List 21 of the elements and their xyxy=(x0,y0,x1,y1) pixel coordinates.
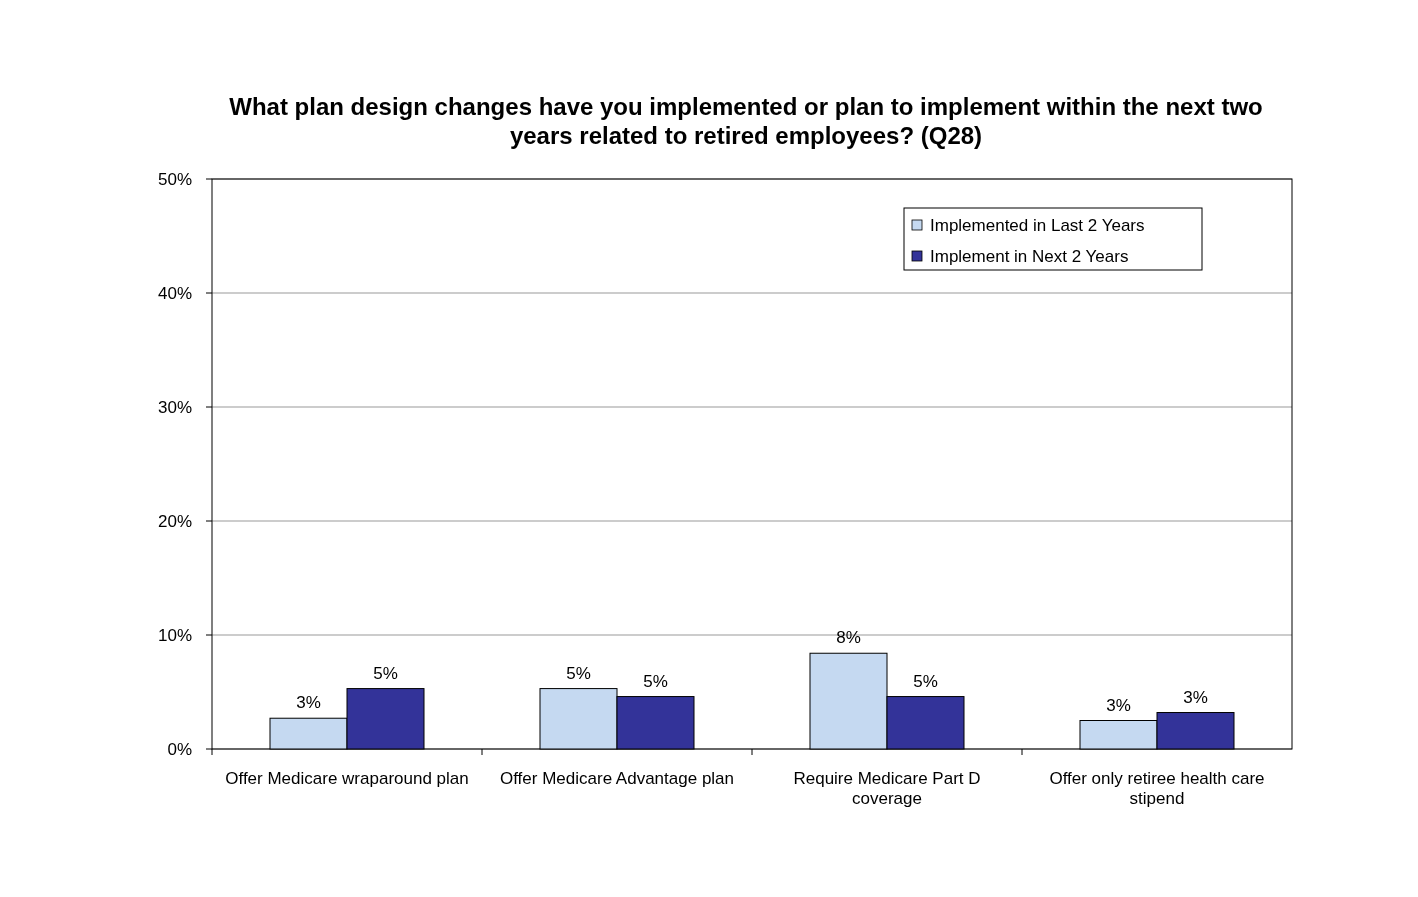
data-label: 3% xyxy=(1106,695,1131,715)
data-label: 8% xyxy=(836,628,861,648)
legend-label: Implemented in Last 2 Years xyxy=(930,216,1145,235)
x-tick-label: Offer only retiree health care stipend xyxy=(1049,769,1265,808)
y-tick-label: 20% xyxy=(157,512,192,531)
x-tick-label: Offer Medicare Advantage plan xyxy=(499,769,735,788)
data-label: 3% xyxy=(296,693,321,713)
data-label: 5% xyxy=(373,663,398,683)
y-tick-label: 50% xyxy=(157,170,192,189)
data-label: 5% xyxy=(643,671,668,691)
data-label: 5% xyxy=(913,671,938,691)
data-label: 3% xyxy=(1183,687,1208,707)
y-tick-label: 10% xyxy=(157,626,192,645)
y-tick-label: 40% xyxy=(157,284,192,303)
x-tick-label: Require Medicare Part D coverage xyxy=(793,769,981,808)
data-label: 5% xyxy=(566,663,591,683)
x-tick-label: Offer Medicare wraparound plan xyxy=(225,769,469,788)
y-tick-label: 0% xyxy=(167,740,192,759)
y-tick-label: 30% xyxy=(157,398,192,417)
chart-title: What plan design changes have you implemented or plan to implement within the next two years related to retired employees? (Q28) xyxy=(229,93,1263,149)
legend-label: Implement in Next 2 Years xyxy=(930,247,1129,266)
